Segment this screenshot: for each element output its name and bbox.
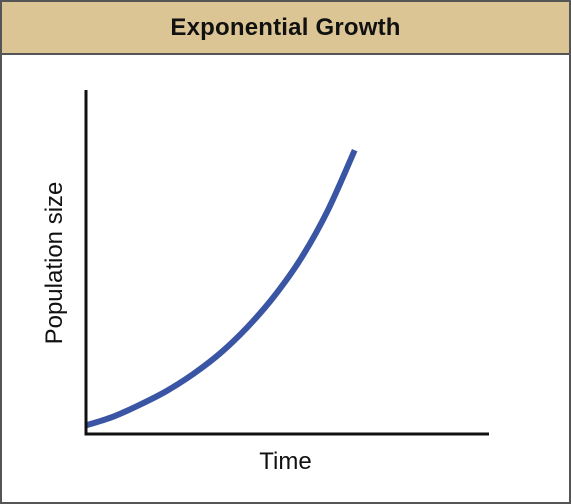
y-axis-label: Population size [41,182,68,345]
plot-area [85,148,358,429]
x-axis-label: Time [259,448,311,475]
growth-curve-series-0 [85,148,358,429]
title-bar: Exponential Growth [2,2,569,55]
chart-title: Exponential Growth [170,13,401,41]
